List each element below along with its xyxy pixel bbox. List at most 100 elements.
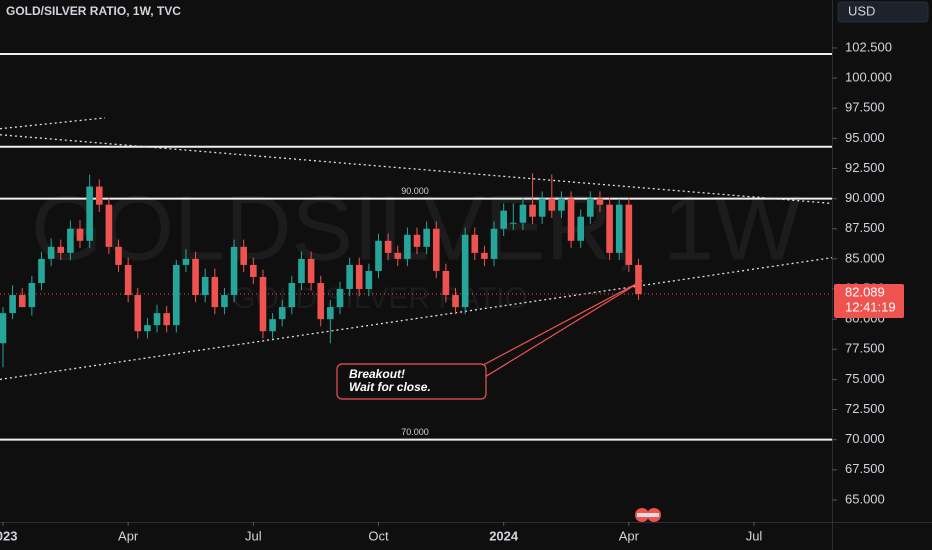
candle-body	[461, 234, 469, 308]
candle-body	[38, 258, 45, 283]
candle-body	[423, 228, 430, 247]
y-tick-label: 87.500	[845, 220, 885, 235]
x-tick-label: 2024	[489, 528, 519, 543]
watermark: GOLDSILVER, 1W	[31, 177, 801, 279]
candle-body	[298, 258, 305, 283]
candle-body	[134, 295, 142, 332]
candle-body	[355, 264, 363, 290]
candle-body	[144, 325, 151, 332]
candle-body	[18, 295, 26, 308]
y-tick-label: 90.000	[845, 190, 885, 205]
candle-body	[163, 313, 170, 326]
flag-stripe[interactable]	[637, 513, 659, 517]
candle-body	[240, 246, 247, 265]
y-tick-label: 92.500	[845, 160, 885, 175]
chart-title: GOLD/SILVER RATIO, 1W, TVC	[6, 4, 181, 18]
candle-body	[95, 186, 103, 205]
currency[interactable]: USD	[848, 3, 875, 18]
candle-body	[182, 258, 190, 265]
currency-box[interactable]	[837, 1, 929, 23]
level-label: 70.000	[401, 427, 429, 437]
y-tick-label: 97.500	[845, 100, 885, 115]
candle-body	[346, 264, 353, 290]
candle-body	[471, 234, 479, 253]
candle-body	[587, 198, 594, 217]
last-price-box	[834, 283, 904, 318]
candle-body	[577, 216, 584, 241]
candle-body	[529, 204, 536, 217]
candle-body	[635, 264, 642, 294]
candle-body	[384, 240, 392, 253]
level-label: 90.000	[401, 186, 429, 196]
y-tick-label: 65.000	[845, 491, 885, 506]
candle-body	[67, 228, 74, 253]
last-price-label: 82.089	[845, 284, 885, 299]
candle-body	[365, 270, 373, 290]
x-tick-label: 2023	[0, 528, 17, 543]
candle-body	[375, 240, 382, 271]
candle-body	[47, 246, 55, 259]
candle-body	[442, 270, 450, 296]
candle-body	[259, 276, 267, 332]
watermark-sub: GOLD/SILVER RATIO	[232, 282, 528, 315]
candle-body	[615, 204, 623, 253]
candle-body	[519, 204, 527, 223]
candle-body	[548, 198, 556, 211]
candle-body	[625, 204, 633, 265]
candle-body	[307, 258, 315, 283]
y-tick-label: 70.000	[845, 431, 885, 446]
candle-body	[153, 313, 161, 326]
flag-icon[interactable]	[635, 508, 661, 522]
y-tick-label: 85.000	[845, 250, 885, 265]
y-tick-label: 75.000	[845, 371, 885, 386]
candle-body	[327, 307, 334, 320]
y-tick-label: 95.000	[845, 130, 885, 145]
candle-body	[481, 252, 488, 259]
candle-body	[105, 204, 113, 247]
candle-body	[9, 295, 16, 314]
y-tick-label: 100.000	[845, 70, 892, 85]
candle-body	[606, 204, 613, 253]
x-tick-label: Jul	[245, 528, 262, 543]
y-tick-label: 67.500	[845, 461, 885, 476]
candle-body	[567, 198, 575, 241]
candle-body	[192, 258, 199, 296]
candle-body	[278, 307, 286, 320]
annotation-text: Wait for close.	[349, 380, 431, 394]
candle-body	[490, 228, 498, 259]
candle-body	[211, 276, 219, 308]
candle-body	[558, 198, 565, 211]
annotation-box	[336, 363, 487, 400]
candle-body	[76, 228, 84, 241]
candle-body	[404, 234, 411, 259]
candle-body	[124, 264, 132, 296]
annotation-text: Breakout!	[349, 367, 405, 381]
x-tick-label: Apr	[619, 528, 640, 543]
candle-body	[172, 264, 180, 326]
trendline	[0, 257, 833, 381]
y-tick-label: 72.500	[845, 401, 885, 416]
countdown: 12:41:19	[845, 299, 896, 314]
x-tick-label: Oct	[368, 528, 389, 543]
x-tick-label: Apr	[118, 528, 139, 543]
x-tick-label: Jul	[746, 528, 763, 543]
candle-body	[288, 282, 296, 308]
candle-body	[500, 210, 507, 229]
candle-body	[509, 222, 517, 224]
candle-body	[317, 282, 325, 320]
candle-body	[201, 276, 209, 296]
candle-body	[28, 282, 36, 308]
candle-body	[115, 246, 122, 265]
candle-body	[57, 246, 65, 253]
candle-body	[269, 319, 276, 332]
candle-body	[452, 295, 459, 308]
trendline	[0, 134, 833, 205]
y-tick-label: 102.500	[845, 39, 892, 54]
candle-body	[0, 313, 7, 344]
candle-body	[538, 198, 546, 217]
candle-body	[230, 246, 238, 296]
candle-body	[432, 228, 440, 271]
candle-body	[413, 234, 421, 247]
candle-body	[596, 198, 604, 205]
